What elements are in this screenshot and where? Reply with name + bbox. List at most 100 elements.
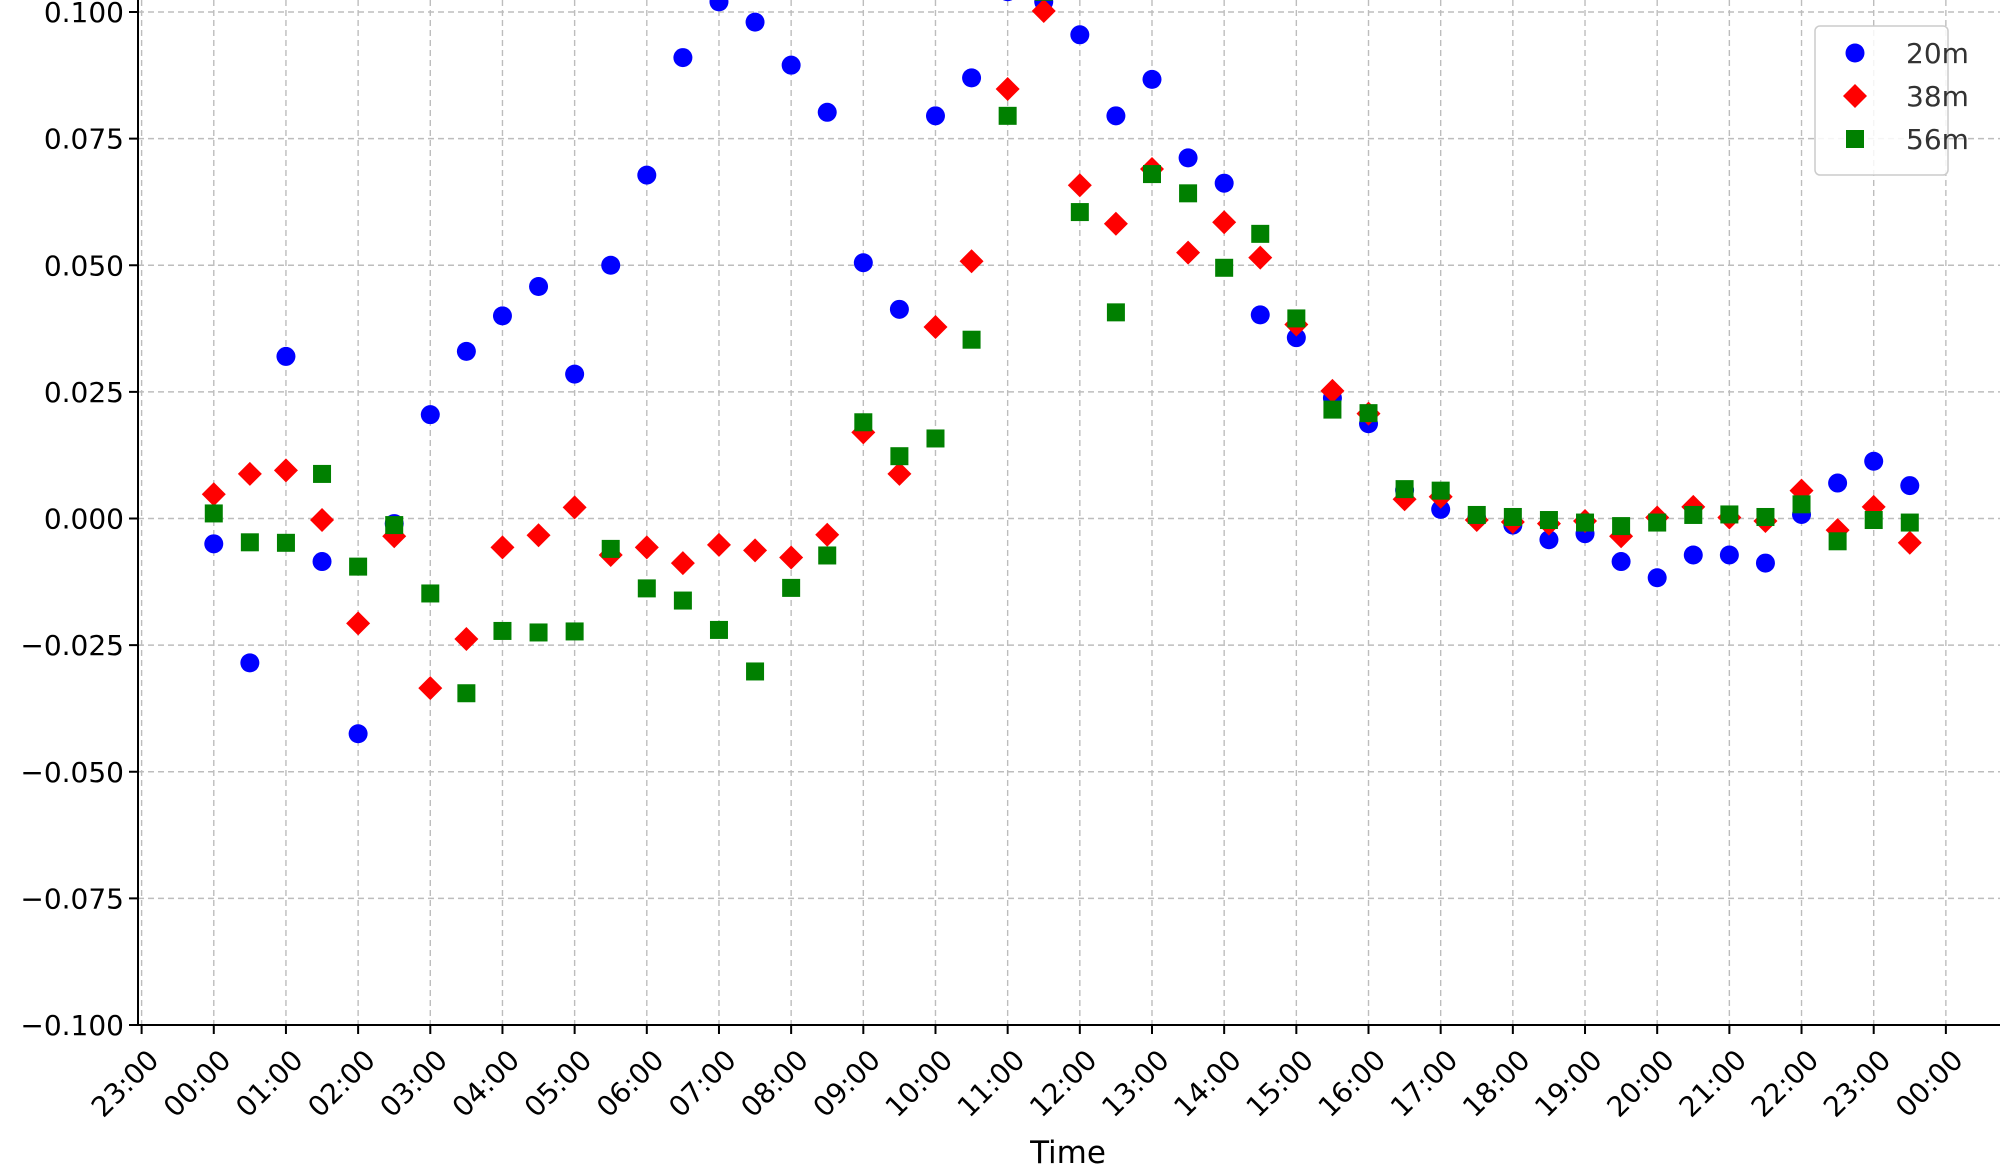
data-point-56m xyxy=(385,516,404,535)
data-point-20m xyxy=(348,724,368,744)
data-point-20m xyxy=(1611,552,1631,572)
data-point-38m xyxy=(1897,530,1922,555)
data-point-20m xyxy=(1755,553,1775,573)
legend-marker-38m xyxy=(1843,84,1867,108)
data-point-38m xyxy=(562,495,587,520)
data-point-56m xyxy=(1576,513,1595,532)
legend-label: 20m xyxy=(1906,37,1969,70)
data-point-38m xyxy=(1212,210,1237,235)
axes xyxy=(137,0,2000,1026)
y-tick-label: 0.100 xyxy=(44,0,124,29)
data-point-56m xyxy=(1287,309,1306,328)
y-ticks: −0.100 −0.075 −0.050 −0.025 0.000 0.025 0.050 0… xyxy=(20,0,138,1042)
data-point-56m xyxy=(349,557,368,576)
data-point-20m xyxy=(1106,106,1126,126)
data-points xyxy=(201,0,1922,744)
data-point-56m xyxy=(746,662,765,681)
data-point-56m xyxy=(276,533,295,552)
data-point-56m xyxy=(1142,165,1161,184)
data-point-20m xyxy=(420,405,440,425)
data-point-56m xyxy=(926,429,945,448)
data-point-56m xyxy=(1034,0,1053,1)
data-point-56m xyxy=(673,591,692,610)
data-point-38m xyxy=(743,538,768,563)
y-tick-label: −0.100 xyxy=(20,1009,124,1042)
data-point-38m xyxy=(273,458,298,483)
data-point-20m xyxy=(1286,328,1306,348)
data-point-56m xyxy=(493,621,512,640)
data-point-38m xyxy=(995,76,1020,101)
data-point-38m xyxy=(454,627,479,652)
data-point-38m xyxy=(815,522,840,547)
data-point-56m xyxy=(313,464,332,483)
data-point-38m xyxy=(923,315,948,340)
data-point-20m xyxy=(781,55,801,75)
data-point-38m xyxy=(346,611,371,636)
data-point-56m xyxy=(1756,507,1775,526)
data-point-38m xyxy=(201,482,226,507)
data-point-20m xyxy=(962,68,982,88)
y-tick-label: −0.050 xyxy=(20,756,124,789)
data-point-20m xyxy=(240,653,260,673)
data-point-20m xyxy=(204,534,224,554)
data-point-20m xyxy=(1828,473,1848,493)
data-point-38m xyxy=(1103,211,1128,236)
data-point-56m xyxy=(1828,532,1847,551)
data-point-38m xyxy=(1320,378,1345,403)
data-point-56m xyxy=(565,622,584,641)
data-point-56m xyxy=(1684,505,1703,524)
data-point-38m xyxy=(310,508,335,533)
data-point-20m xyxy=(492,306,512,326)
data-point-56m xyxy=(782,578,801,597)
data-point-56m xyxy=(890,447,909,466)
data-point-20m xyxy=(925,106,945,126)
data-point-20m xyxy=(1719,545,1739,565)
data-point-38m xyxy=(959,249,984,274)
legend-label: 56m xyxy=(1906,123,1969,156)
data-point-56m xyxy=(457,684,476,703)
y-tick-label: −0.025 xyxy=(20,629,124,662)
y-tick-label: 0.050 xyxy=(44,249,124,282)
data-point-56m xyxy=(1720,505,1739,524)
data-point-20m xyxy=(1002,0,1013,2)
data-point-38m xyxy=(1861,494,1886,519)
data-point-56m xyxy=(1503,507,1522,526)
data-point-20m xyxy=(1864,451,1884,471)
data-point-38m xyxy=(887,461,912,486)
x-axis-title: Time xyxy=(1029,1135,1106,1169)
data-point-56m xyxy=(1612,517,1631,536)
data-point-56m xyxy=(1539,511,1558,530)
data-point-20m xyxy=(1900,476,1920,496)
data-point-56m xyxy=(818,546,837,565)
data-point-56m xyxy=(1070,203,1089,222)
data-point-20m xyxy=(1683,545,1703,565)
legend-marker-20m xyxy=(1845,43,1865,63)
legend: 20m 38m 56m xyxy=(1814,25,1969,176)
data-point-56m xyxy=(1323,400,1342,419)
data-point-20m xyxy=(745,12,765,32)
data-point-20m xyxy=(1250,305,1270,325)
y-tick-label: 0.000 xyxy=(44,503,124,536)
data-point-56m xyxy=(962,330,981,349)
data-point-56m xyxy=(1395,480,1414,499)
data-point-20m xyxy=(889,299,909,319)
data-point-20m xyxy=(817,102,837,122)
data-point-20m xyxy=(529,277,549,297)
data-point-20m xyxy=(1539,530,1559,550)
data-point-56m xyxy=(1900,513,1919,532)
data-point-56m xyxy=(1648,513,1667,532)
data-point-56m xyxy=(421,584,440,603)
legend-label: 38m xyxy=(1906,80,1969,113)
data-point-56m xyxy=(204,504,223,523)
data-point-38m xyxy=(237,461,262,486)
data-point-20m xyxy=(1142,69,1162,89)
data-point-56m xyxy=(1467,505,1486,524)
data-point-56m xyxy=(1792,495,1811,514)
data-point-56m xyxy=(637,579,656,598)
series-56m xyxy=(204,0,1919,703)
data-point-56m xyxy=(1359,404,1378,423)
data-point-56m xyxy=(1106,303,1125,322)
y-tick-label: 0.075 xyxy=(44,123,124,156)
